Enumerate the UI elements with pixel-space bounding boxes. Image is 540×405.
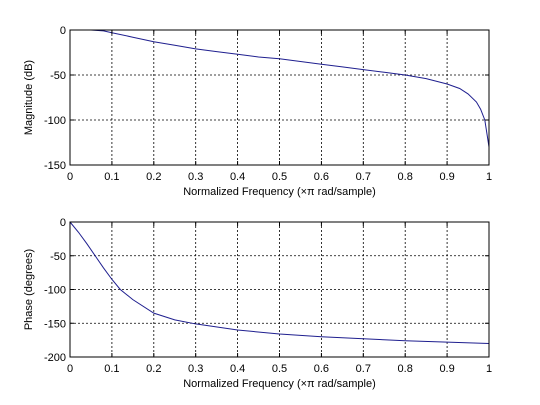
phase-y-axis-label: Phase (degrees) [23, 249, 35, 330]
magnitude-y-tick-label-1: -50 [50, 70, 66, 82]
phase-x-tick-label-4: 0.4 [230, 363, 245, 375]
phase-y-tick-label-3: -150 [44, 318, 66, 330]
phase-x-tick-label-2: 0.2 [146, 363, 161, 375]
magnitude-x-tick-label-0: 0 [67, 171, 73, 183]
magnitude-x-tick-label-2: 0.2 [146, 171, 161, 183]
magnitude-x-tick-label-5: 0.5 [272, 171, 287, 183]
magnitude-x-tick-label-6: 0.6 [314, 171, 329, 183]
magnitude-x-tick-label-1: 0.1 [104, 171, 119, 183]
phase-ticks: 0 0.1 0.2 0.3 0.4 0.5 0.6 0.7 0.8 0.9 1 0 -50 -100 -15… [44, 217, 492, 375]
phase-series-line [69, 221, 490, 344]
magnitude-x-tick-label-9: 0.9 [439, 171, 454, 183]
phase-y-tick-label-0: 0 [60, 217, 66, 229]
magnitude-x-tick-label-3: 0.3 [188, 171, 203, 183]
phase-x-tick-label-8: 0.8 [398, 363, 413, 375]
magnitude-x-axis-label: Normalized Frequency (×π rad/sample) [183, 186, 376, 198]
magnitude-y-tick-label-0: 0 [60, 25, 66, 37]
magnitude-grid [70, 30, 489, 165]
phase-x-tick-label-10: 1 [486, 363, 492, 375]
phase-y-tick-label-4: -200 [44, 352, 66, 364]
magnitude-series-line [70, 29, 490, 148]
magnitude-y-axis-label: Magnitude (dB) [23, 60, 35, 135]
magnitude-x-tick-label-8: 0.8 [398, 171, 413, 183]
magnitude-ticks: 0 0.1 0.2 0.3 0.4 0.5 0.6 0.7 0.8 0.9 1 0 -50 -100 -15… [44, 25, 492, 183]
phase-x-tick-label-7: 0.7 [356, 363, 371, 375]
phase-x-axis-label: Normalized Frequency (×π rad/sample) [183, 378, 376, 390]
phase-x-tick-label-1: 0.1 [104, 363, 119, 375]
phase-x-tick-label-9: 0.9 [439, 363, 454, 375]
phase-grid [70, 222, 489, 357]
magnitude-x-tick-label-7: 0.7 [356, 171, 371, 183]
phase-x-tick-label-5: 0.5 [272, 363, 287, 375]
phase-x-tick-label-0: 0 [67, 363, 73, 375]
magnitude-x-tick-label-4: 0.4 [230, 171, 245, 183]
phase-y-tick-label-2: -100 [44, 285, 66, 297]
phase-x-tick-label-6: 0.6 [314, 363, 329, 375]
magnitude-x-tick-label-10: 1 [486, 171, 492, 183]
phase-y-tick-label-1: -50 [50, 251, 66, 263]
magnitude-y-tick-label-2: -100 [44, 115, 66, 127]
magnitude-plot: 0 0.1 0.2 0.3 0.4 0.5 0.6 0.7 0.8 0.9 1 0 -50 -100 -15… [23, 25, 492, 198]
phase-x-tick-label-3: 0.3 [188, 363, 203, 375]
phase-plot: 0 0.1 0.2 0.3 0.4 0.5 0.6 0.7 0.8 0.9 1 0 -50 -100 -15… [23, 217, 492, 390]
magnitude-y-tick-label-3: -150 [44, 160, 66, 172]
